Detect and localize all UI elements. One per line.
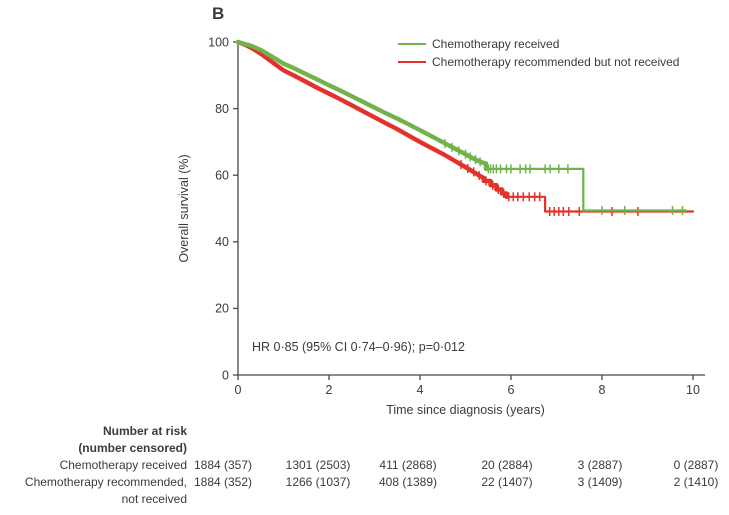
legend-line-green-icon bbox=[398, 42, 426, 46]
risk-value: 22 (1407) bbox=[481, 475, 533, 489]
x-tick-label: 8 bbox=[599, 383, 606, 397]
hazard-ratio-annotation: HR 0·85 (95% CI 0·74–0·96); p=0·012 bbox=[252, 340, 465, 354]
tick-labels: 0 20 40 60 80 100 0 2 4 6 8 10 bbox=[208, 35, 700, 397]
risk-value: 0 (2887) bbox=[673, 458, 719, 472]
censor-marks-1 bbox=[457, 160, 642, 216]
risk-value: 1884 (352) bbox=[193, 475, 253, 489]
axes bbox=[233, 41, 705, 380]
y-tick-label: 80 bbox=[215, 102, 229, 116]
legend-item-chemotherapy-not-received: Chemotherapy recommended but not receive… bbox=[398, 53, 679, 71]
x-tick-label: 2 bbox=[326, 383, 333, 397]
x-axis-label: Time since diagnosis (years) bbox=[386, 403, 545, 417]
axis-lines bbox=[237, 41, 705, 376]
x-tick-label: 10 bbox=[686, 383, 700, 397]
risk-value: 2 (1410) bbox=[673, 475, 719, 489]
risk-value: 411 (2868) bbox=[379, 458, 437, 472]
risk-row-label-not-received: Chemotherapy recommended, bbox=[24, 475, 187, 489]
risk-value: 3 (2887) bbox=[577, 458, 623, 472]
risk-row-label-not-received-cont: not received bbox=[121, 492, 187, 506]
risk-value: 1301 (2503) bbox=[285, 458, 351, 472]
y-axis-label: Overall survival (%) bbox=[177, 154, 191, 262]
panel-label: B bbox=[212, 4, 225, 23]
legend-label-received: Chemotherapy received bbox=[432, 37, 560, 51]
x-tick-label: 4 bbox=[417, 383, 424, 397]
x-tick-label: 6 bbox=[508, 383, 515, 397]
censor-marks-0 bbox=[441, 139, 686, 215]
y-tick-label: 100 bbox=[208, 35, 229, 49]
legend-item-chemotherapy-received: Chemotherapy received bbox=[398, 35, 679, 53]
y-tick-label: 0 bbox=[222, 368, 229, 382]
legend: Chemotherapy received Chemotherapy recom… bbox=[398, 35, 679, 71]
y-tick-label: 20 bbox=[215, 302, 229, 316]
risk-table-header-line1: Number at risk bbox=[102, 424, 187, 438]
y-tick-label: 60 bbox=[215, 169, 229, 183]
legend-line-red-icon bbox=[398, 60, 426, 64]
legend-label-not-received: Chemotherapy recommended but not receive… bbox=[432, 55, 680, 69]
risk-row-label-received: Chemotherapy received bbox=[59, 458, 187, 472]
survival-curve-thick-0 bbox=[235, 39, 489, 172]
risk-table-header-line2: (number censored) bbox=[78, 441, 187, 455]
risk-value: 1884 (357) bbox=[193, 458, 253, 472]
risk-value: 1266 (1037) bbox=[285, 475, 351, 489]
y-tick-label: 40 bbox=[215, 235, 229, 249]
risk-value: 3 (1409) bbox=[577, 475, 623, 489]
risk-value: 20 (2884) bbox=[481, 458, 533, 472]
risk-value: 408 (1389) bbox=[378, 475, 438, 489]
x-tick-label: 0 bbox=[235, 383, 242, 397]
